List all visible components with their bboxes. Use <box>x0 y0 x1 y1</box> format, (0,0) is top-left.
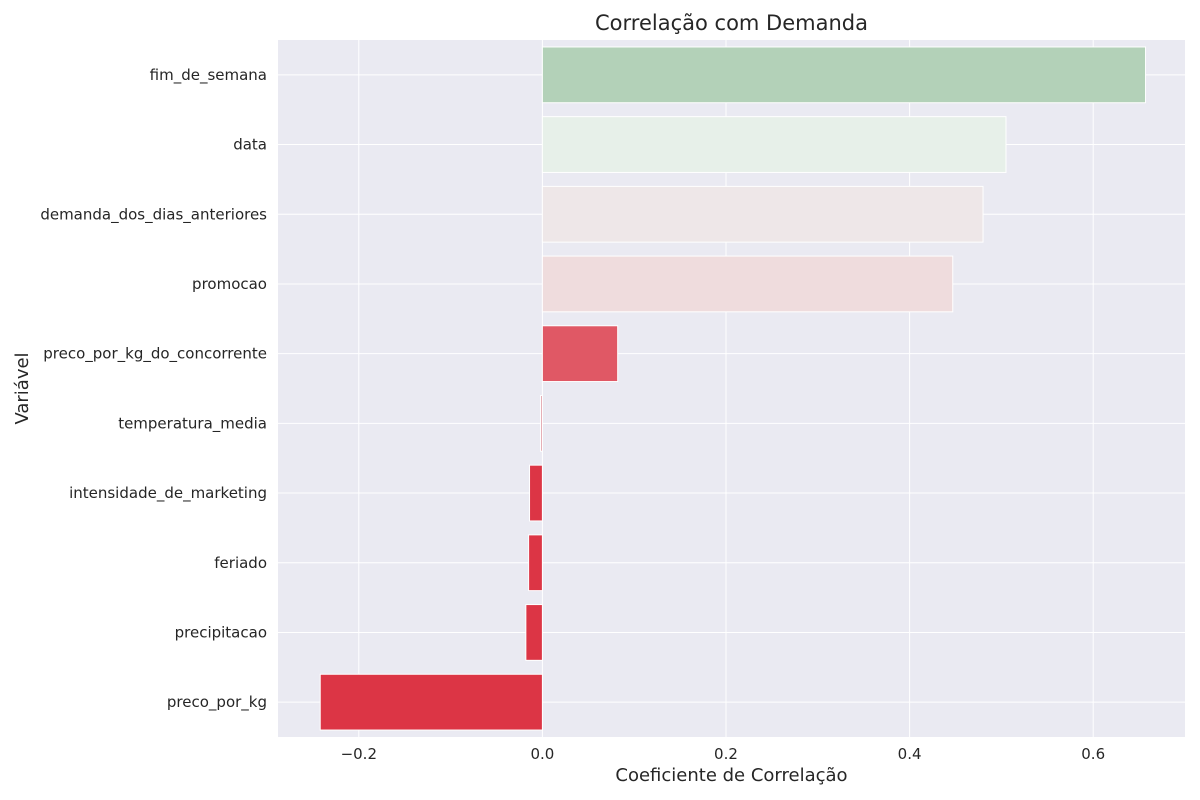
y-tick-label: precipitacao <box>175 623 267 641</box>
x-axis-title: Coeficiente de Correlação <box>615 765 847 786</box>
y-tick-label: fim_de_semana <box>150 66 267 85</box>
y-tick-label: preco_por_kg <box>167 693 267 712</box>
y-tick-label: promocao <box>192 275 267 293</box>
x-tick-label: 0.6 <box>1081 745 1105 763</box>
x-tick-label: 0.0 <box>530 745 554 763</box>
bar-promocao <box>541 255 954 313</box>
bar-temperatura-media <box>540 394 543 452</box>
bar-preco-por-kg-do-concorrente <box>541 325 619 383</box>
bars <box>319 46 1147 731</box>
x-tick-labels: −0.2 0.0 0.2 0.4 0.6 <box>341 745 1106 763</box>
bar-feriado <box>528 534 543 592</box>
bar-precipitacao <box>525 604 543 661</box>
y-tick-label: data <box>233 136 267 154</box>
bar-demanda-dos-dias-anteriores <box>541 185 984 243</box>
y-axis-title: Variável <box>12 352 33 424</box>
bar-data <box>541 116 1007 173</box>
x-tick-label: 0.2 <box>714 745 738 763</box>
y-tick-label: temperatura_media <box>118 414 267 433</box>
bar-preco-por-kg <box>319 673 543 731</box>
bar-fim-de-semana <box>541 46 1147 104</box>
y-tick-label: preco_por_kg_do_concorrente <box>43 345 267 364</box>
bar-intensidade-de-marketing <box>529 464 543 522</box>
x-tick-label: 0.4 <box>898 745 922 763</box>
y-tick-label: feriado <box>214 554 267 572</box>
y-tick-label: demanda_dos_dias_anteriores <box>40 205 267 224</box>
x-tick-label: −0.2 <box>341 745 377 763</box>
y-tick-label: intensidade_de_marketing <box>69 484 267 503</box>
chart-title: Correlação com Demanda <box>595 11 868 35</box>
